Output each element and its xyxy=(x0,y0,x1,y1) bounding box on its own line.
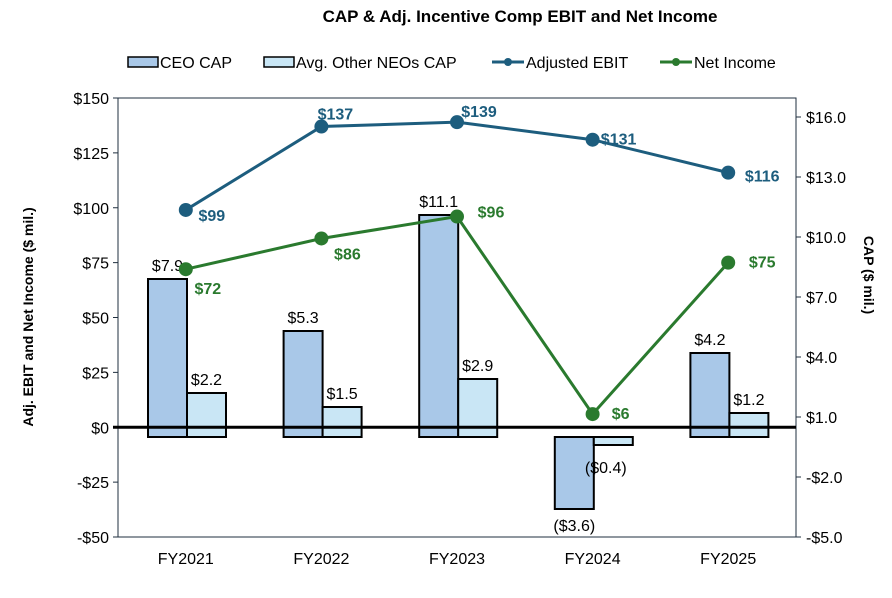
x-tick-label: FY2025 xyxy=(700,551,756,568)
bar-data-label: $2.9 xyxy=(462,358,493,375)
line-data-label: $96 xyxy=(478,205,505,222)
line-point xyxy=(450,209,464,224)
chart-title: CAP & Adj. Incentive Comp EBIT and Net I… xyxy=(323,7,718,26)
left-tick-label: $75 xyxy=(82,256,109,273)
line-data-label: $131 xyxy=(601,132,637,149)
line-data-label: $6 xyxy=(612,406,630,423)
line-point xyxy=(721,165,736,180)
bar-ceo-cap xyxy=(147,278,188,438)
right-axis-label: CAP ($ mil.) xyxy=(861,236,877,314)
legend-label: Adjusted EBIT xyxy=(526,55,629,72)
bar-data-label: $7.9 xyxy=(152,258,183,275)
right-tick-label: $7.0 xyxy=(806,290,837,307)
left-tick-label: $100 xyxy=(73,201,109,218)
right-tick-label: $16.0 xyxy=(806,110,846,127)
bar-data-label: $1.2 xyxy=(733,392,764,409)
line-data-label: $116 xyxy=(745,169,780,186)
bar-data-label: ($3.6) xyxy=(553,518,595,535)
plot-area: -$50 -$25 $0 $25 $50 $75 $100 $125 $150 -$5.0 -$2.… xyxy=(73,91,846,568)
right-tick-label: $1.0 xyxy=(806,410,837,427)
legend-label: Net Income xyxy=(694,55,776,72)
bar-ceo-cap xyxy=(689,352,731,438)
legend-marker xyxy=(672,58,680,66)
x-tick-label: FY2024 xyxy=(565,551,621,568)
bar-ceo-cap xyxy=(553,436,595,510)
line-data-label: $72 xyxy=(194,281,221,298)
legend-label: Avg. Other NEOs CAP xyxy=(296,55,457,72)
legend-marker xyxy=(504,58,512,66)
bar-other-neos-cap xyxy=(321,406,363,438)
bar-other-neos-cap xyxy=(728,412,770,438)
line-data-label: $99 xyxy=(198,208,225,225)
bar-data-label: $2.2 xyxy=(191,372,222,389)
x-tick-label: FY2023 xyxy=(429,551,485,568)
left-tick-label: -$25 xyxy=(77,475,109,492)
bar-other-neos-cap xyxy=(186,392,227,438)
line-point xyxy=(314,119,329,134)
line-point xyxy=(178,262,193,277)
line-data-label: $86 xyxy=(334,246,361,263)
bar-data-label: $11.1 xyxy=(419,194,458,211)
line-point xyxy=(178,202,193,217)
bar-data-label: ($0.4) xyxy=(585,460,627,477)
line-data-label: $137 xyxy=(318,107,354,124)
left-tick-label: -$50 xyxy=(77,530,109,547)
right-tick-label: -$2.0 xyxy=(806,470,843,487)
left-tick-label: $0 xyxy=(91,420,109,437)
right-tick-label: $13.0 xyxy=(806,170,846,187)
left-tick-label: $125 xyxy=(73,146,109,163)
line-point xyxy=(585,132,600,147)
x-tick-label: FY2022 xyxy=(293,551,349,568)
legend-swatch xyxy=(263,56,295,68)
left-tick-label: $50 xyxy=(82,311,109,328)
bar-ceo-cap xyxy=(418,214,460,438)
x-tick-label: FY2021 xyxy=(158,551,214,568)
line-point xyxy=(314,231,329,246)
line-point xyxy=(585,407,600,422)
legend-label: CEO CAP xyxy=(160,55,232,72)
bar-data-label: $5.3 xyxy=(288,310,319,327)
right-tick-label: -$5.0 xyxy=(806,530,843,547)
line-data-label: $139 xyxy=(461,104,497,121)
bar-data-label: $1.5 xyxy=(327,386,358,403)
legend-swatch xyxy=(127,56,159,68)
line-data-label: $75 xyxy=(749,255,776,272)
bar-data-label: $4.2 xyxy=(694,332,725,349)
bar-other-neos-cap xyxy=(592,436,634,446)
line-point xyxy=(721,255,736,270)
left-tick-label: $150 xyxy=(73,91,109,108)
line-point xyxy=(450,115,464,130)
right-tick-label: $4.0 xyxy=(806,350,837,367)
right-tick-label: $10.0 xyxy=(806,230,846,247)
left-axis-label: Adj. EBIT and Net Income ($ mil.) xyxy=(20,207,36,426)
left-tick-label: $25 xyxy=(82,365,109,382)
bar-ceo-cap xyxy=(282,330,324,438)
legend: CEO CAP Avg. Other NEOs CAP Adjusted EBIT N… xyxy=(127,55,776,72)
